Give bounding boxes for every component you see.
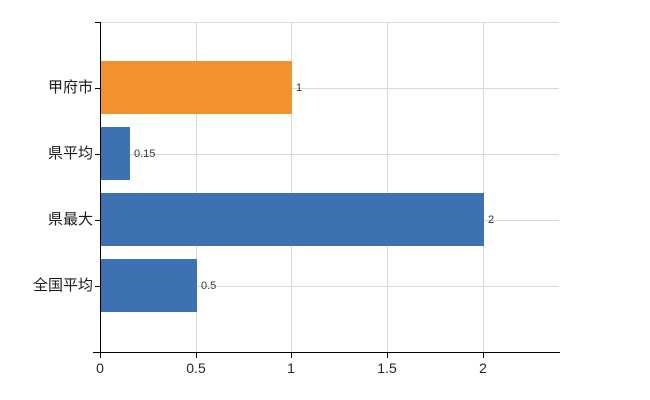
bar-value-label: 1 — [296, 82, 303, 94]
plot-area: 1 0.15 2 0.5 — [100, 22, 559, 352]
bar — [101, 193, 484, 246]
y-axis-tick — [95, 88, 100, 89]
v-gridline — [483, 22, 484, 352]
bar — [101, 127, 130, 180]
y-axis-tick — [95, 22, 100, 23]
y-axis-tick — [95, 286, 100, 287]
h-gridline — [100, 22, 559, 23]
v-gridline — [196, 22, 197, 352]
x-axis-line — [93, 352, 560, 353]
x-tick-label: 1 — [287, 360, 295, 376]
bar-value-label: 0.5 — [201, 280, 217, 292]
x-tick-label: 1.5 — [377, 360, 397, 376]
x-axis-tick — [196, 353, 197, 358]
v-gridline — [387, 22, 388, 352]
y-axis-tick — [95, 154, 100, 155]
h-gridline — [100, 154, 559, 155]
h-gridline — [100, 286, 559, 287]
y-axis-tick — [95, 220, 100, 221]
category-label: 甲府市 — [47, 79, 93, 96]
x-axis-tick — [100, 353, 101, 358]
x-tick-label: 0.5 — [186, 360, 206, 376]
category-label: 県最大 — [47, 211, 93, 228]
bar — [101, 61, 292, 114]
x-tick-label: 0 — [96, 360, 104, 376]
v-gridline — [291, 22, 292, 352]
bar-value-label: 2 — [488, 214, 495, 226]
y-axis-line — [100, 22, 101, 353]
h-gridline — [100, 88, 559, 89]
x-tick-label: 2 — [479, 360, 487, 376]
x-axis-tick — [483, 353, 484, 358]
x-axis-tick — [291, 353, 292, 358]
bar-value-label: 0.15 — [134, 148, 156, 160]
category-label: 県平均 — [47, 145, 93, 162]
category-label: 全国平均 — [32, 277, 93, 294]
bar — [101, 259, 197, 312]
x-axis-tick — [387, 353, 388, 358]
